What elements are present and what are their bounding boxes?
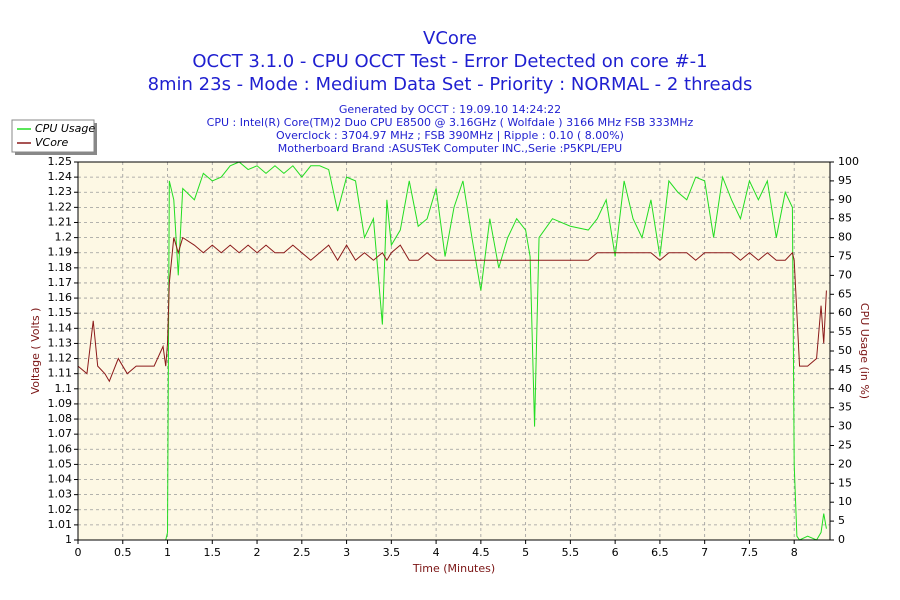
y-tick-label: 1.04 — [48, 473, 73, 486]
x-axis-label: Time (Minutes) — [412, 562, 495, 575]
y-tick-label: 1.02 — [48, 503, 73, 516]
y-tick-label: 1.17 — [48, 276, 73, 289]
legend-label: VCore — [35, 136, 68, 149]
y2-tick-label: 75 — [838, 250, 852, 263]
y-tick-label: 1.2 — [55, 231, 73, 244]
y2-axis-label: CPU Usage (in %) — [858, 303, 871, 399]
chart-title-line: OCCT 3.1.0 - CPU OCCT Test - Error Detec… — [192, 51, 707, 72]
x-tick-label: 7.5 — [741, 546, 759, 559]
y-tick-label: 1.12 — [48, 352, 73, 365]
chart-title: VCore — [423, 28, 477, 49]
y-tick-label: 1.11 — [48, 367, 73, 380]
chart-title-line: 8min 23s - Mode : Medium Data Set - Prio… — [148, 74, 753, 95]
y2-tick-label: 40 — [838, 382, 852, 395]
y-tick-label: 1.21 — [48, 215, 73, 228]
y2-tick-label: 20 — [838, 457, 852, 470]
x-tick-label: 4.5 — [472, 546, 490, 559]
y-axis-label: Voltage ( Volts ) — [29, 308, 42, 395]
x-tick-label: 2 — [254, 546, 261, 559]
x-tick-label: 6 — [612, 546, 619, 559]
y-tick-label: 1.25 — [48, 155, 73, 168]
subtitle: CPU : Intel(R) Core(TM)2 Duo CPU E8500 @… — [207, 116, 694, 129]
y2-tick-label: 100 — [838, 155, 859, 168]
y2-tick-label: 95 — [838, 174, 852, 187]
y-tick-label: 1.15 — [48, 306, 73, 319]
y-tick-label: 1.22 — [48, 200, 73, 213]
x-tick-label: 5 — [522, 546, 529, 559]
y-tick-label: 1.06 — [48, 442, 73, 455]
y2-tick-label: 0 — [838, 533, 845, 546]
x-tick-label: 3.5 — [383, 546, 401, 559]
y-tick-label: 1.23 — [48, 185, 73, 198]
y2-tick-label: 70 — [838, 268, 852, 281]
y-tick-label: 1.24 — [48, 170, 73, 183]
subtitle: Generated by OCCT : 19.09.10 14:24:22 — [339, 103, 561, 116]
legend-box — [11, 119, 95, 153]
y-tick-label: 1.09 — [48, 397, 73, 410]
x-tick-label: 0.5 — [114, 546, 132, 559]
plot-background — [78, 162, 830, 540]
y-tick-label: 1.08 — [48, 412, 73, 425]
x-tick-label: 4 — [433, 546, 440, 559]
y2-tick-label: 80 — [838, 231, 852, 244]
y2-tick-label: 85 — [838, 212, 852, 225]
y2-tick-label: 10 — [838, 495, 852, 508]
y2-tick-label: 35 — [838, 401, 852, 414]
y-tick-label: 1 — [65, 533, 72, 546]
x-tick-label: 8 — [791, 546, 798, 559]
y2-tick-label: 55 — [838, 325, 852, 338]
y-tick-label: 1.14 — [48, 321, 73, 334]
x-tick-label: 6.5 — [651, 546, 669, 559]
series-line — [78, 161, 827, 541]
y2-tick-label: 15 — [838, 476, 852, 489]
y-tick-label: 1.1 — [55, 382, 73, 395]
subtitle: Motherboard Brand :ASUSTeK Computer INC.… — [278, 142, 622, 155]
y-tick-label: 1.03 — [48, 488, 73, 501]
x-tick-label: 2.5 — [293, 546, 311, 559]
y-tick-label: 1.16 — [48, 291, 73, 304]
y2-tick-label: 5 — [838, 514, 845, 527]
legend-label: CPU Usage — [35, 122, 95, 135]
y-tick-label: 1.07 — [48, 427, 73, 440]
y2-tick-label: 65 — [838, 287, 852, 300]
x-tick-label: 1 — [164, 546, 171, 559]
y-tick-label: 1.19 — [48, 246, 73, 259]
subtitle: Overclock : 3704.97 MHz ; FSB 390MHz | R… — [276, 129, 624, 142]
y2-tick-label: 60 — [838, 306, 852, 319]
x-tick-label: 5.5 — [562, 546, 580, 559]
x-tick-label: 3 — [343, 546, 350, 559]
y2-tick-label: 25 — [838, 439, 852, 452]
y-tick-label: 1.18 — [48, 261, 73, 274]
y2-tick-label: 30 — [838, 420, 852, 433]
y2-tick-label: 90 — [838, 193, 852, 206]
x-tick-label: 0 — [75, 546, 82, 559]
y2-tick-label: 50 — [838, 344, 852, 357]
y-tick-label: 1.05 — [48, 457, 73, 470]
x-tick-label: 1.5 — [204, 546, 222, 559]
plot-border — [77, 161, 831, 541]
y-tick-label: 1.01 — [48, 518, 73, 531]
x-tick-label: 7 — [701, 546, 708, 559]
y-tick-label: 1.13 — [48, 336, 73, 349]
series-line — [77, 236, 827, 383]
y2-tick-label: 45 — [838, 363, 852, 376]
